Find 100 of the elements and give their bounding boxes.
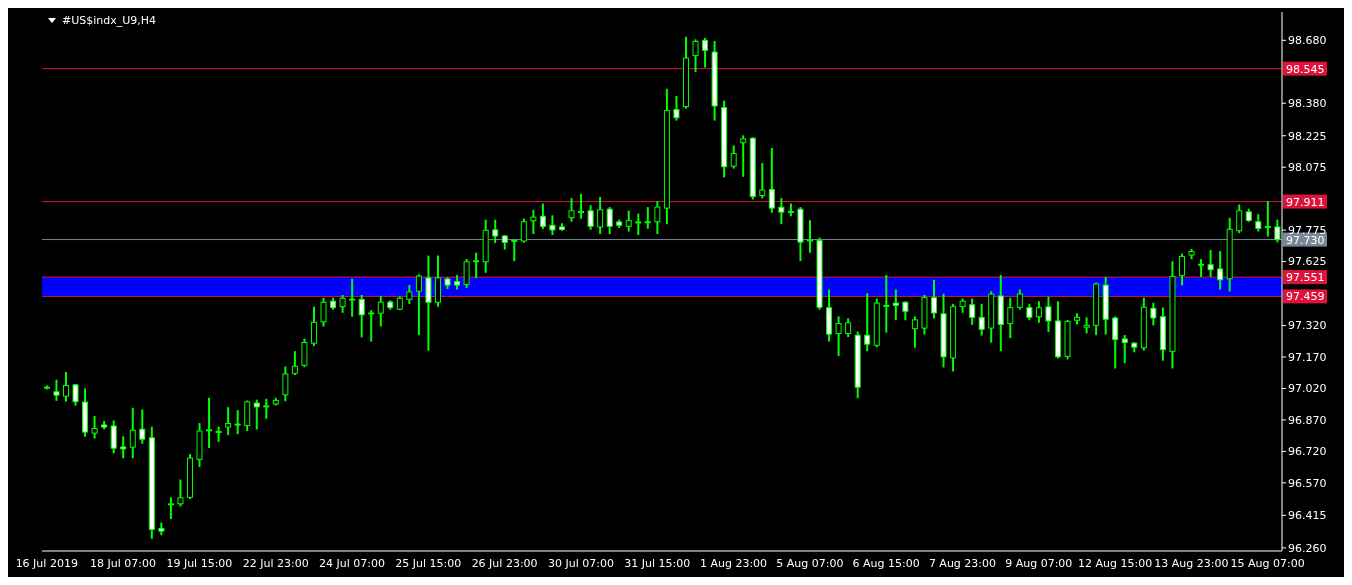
ref-line-label: 97.730 <box>1286 233 1325 247</box>
candlestick <box>597 197 604 235</box>
x-tick-label: 9 Aug 07:00 <box>1005 556 1073 570</box>
candlestick <box>740 135 747 177</box>
candlestick <box>167 497 174 520</box>
candlestick <box>759 163 766 199</box>
candlestick <box>492 219 499 244</box>
y-tick-label: 96.570 <box>1288 476 1327 490</box>
candlestick <box>1264 201 1271 237</box>
ref-line-label: 97.551 <box>1286 271 1325 285</box>
candlestick <box>263 398 270 419</box>
x-tick-label: 13 Aug 23:00 <box>1154 556 1229 570</box>
candlestick <box>568 198 575 222</box>
candlestick <box>606 207 613 235</box>
x-tick-label: 16 Jul 2019 <box>15 556 78 570</box>
candlestick <box>253 399 260 430</box>
candlestick <box>234 410 241 435</box>
candlestick <box>129 407 136 459</box>
x-tick-label: 6 Aug 15:00 <box>852 556 920 570</box>
y-tick-label: 98.225 <box>1288 129 1327 143</box>
candlestick <box>1112 316 1119 369</box>
candlestick <box>892 289 899 321</box>
y-tick-label: 98.075 <box>1288 161 1327 175</box>
candlestick <box>244 400 251 431</box>
candlestick <box>177 479 184 507</box>
candlestick <box>778 198 785 225</box>
candlestick <box>206 397 213 448</box>
candlestick <box>539 203 546 230</box>
candlestick <box>768 147 775 213</box>
candlestick <box>463 259 470 288</box>
candlestick <box>1198 259 1205 278</box>
candlestick <box>110 420 117 454</box>
candlestick <box>1035 301 1042 323</box>
ref-line-label: 97.459 <box>1286 290 1325 304</box>
candlestick <box>225 407 232 436</box>
candlestick <box>415 274 422 336</box>
candlestick <box>358 294 365 338</box>
candlestick <box>511 238 518 262</box>
candlestick <box>1016 289 1023 310</box>
y-tick-label: 96.415 <box>1288 509 1327 523</box>
ref-line-label: 98.545 <box>1286 62 1325 76</box>
candlestick <box>587 205 594 230</box>
candlestick <box>120 436 127 459</box>
candlestick <box>787 203 794 217</box>
candlestick <box>291 351 298 375</box>
candlestick <box>702 37 709 68</box>
y-tick-label: 97.625 <box>1288 255 1327 269</box>
x-tick-label: 25 Jul 15:00 <box>395 556 462 570</box>
candlestick <box>978 303 985 336</box>
candlestick <box>473 252 480 279</box>
x-tick-label: 7 Aug 23:00 <box>928 556 997 570</box>
candlestick <box>911 316 918 348</box>
y-tick-label: 96.260 <box>1288 541 1327 555</box>
x-tick-label: 22 Jul 23:00 <box>242 556 309 570</box>
x-tick-label: 15 Aug 07:00 <box>1230 556 1305 570</box>
candlestick <box>969 298 976 325</box>
candlestick <box>1236 204 1243 234</box>
candlestick <box>1007 297 1014 339</box>
candlestick <box>72 383 79 406</box>
x-tick-label: 12 Aug 15:00 <box>1077 556 1153 570</box>
x-tick-label: 24 Jul 07:00 <box>319 556 385 570</box>
y-tick-label: 98.680 <box>1288 34 1327 48</box>
y-tick-label: 98.380 <box>1288 97 1327 111</box>
candlestick <box>1150 302 1157 326</box>
candlestick <box>1121 335 1128 364</box>
candlestick <box>368 310 375 342</box>
candlestick <box>91 415 98 439</box>
x-tick-label: 26 Jul 23:00 <box>471 556 538 570</box>
candlestick <box>806 220 813 253</box>
candlestick <box>883 275 890 333</box>
candlestick <box>377 295 384 327</box>
ref-line-label: 97.911 <box>1286 195 1325 209</box>
candlestick <box>864 293 871 352</box>
x-tick-label: 19 Jul 15:00 <box>166 556 233 570</box>
candlestick <box>139 409 146 444</box>
x-tick-label: 31 Jul 15:00 <box>624 556 691 570</box>
candlestick <box>43 385 50 390</box>
y-tick-label: 97.020 <box>1288 382 1327 396</box>
candlestick <box>930 279 937 319</box>
candlestick <box>1217 251 1224 290</box>
x-tick-label: 18 Jul 07:00 <box>90 556 157 570</box>
y-tick-label: 96.720 <box>1288 445 1327 459</box>
candlestick <box>1045 296 1052 332</box>
candlestick <box>320 297 327 327</box>
y-tick-label: 97.320 <box>1288 319 1327 333</box>
candlestick <box>644 207 651 229</box>
candlestick <box>835 316 842 357</box>
x-tick-label: 30 Jul 07:00 <box>547 556 614 570</box>
candlestick <box>62 371 69 402</box>
x-tick-label: 5 Aug 07:00 <box>776 556 844 570</box>
chart-title: #US$indx_U9,H4 <box>62 14 157 27</box>
candlestick <box>692 39 699 73</box>
candlestick <box>520 218 527 243</box>
y-tick-label: 97.170 <box>1288 350 1327 364</box>
candlestick <box>654 201 661 235</box>
candlestick <box>530 209 537 235</box>
candlestick <box>53 379 60 401</box>
candlestick <box>673 95 680 121</box>
x-tick-label: 1 Aug 23:00 <box>699 556 768 570</box>
candlestick <box>1083 317 1090 334</box>
